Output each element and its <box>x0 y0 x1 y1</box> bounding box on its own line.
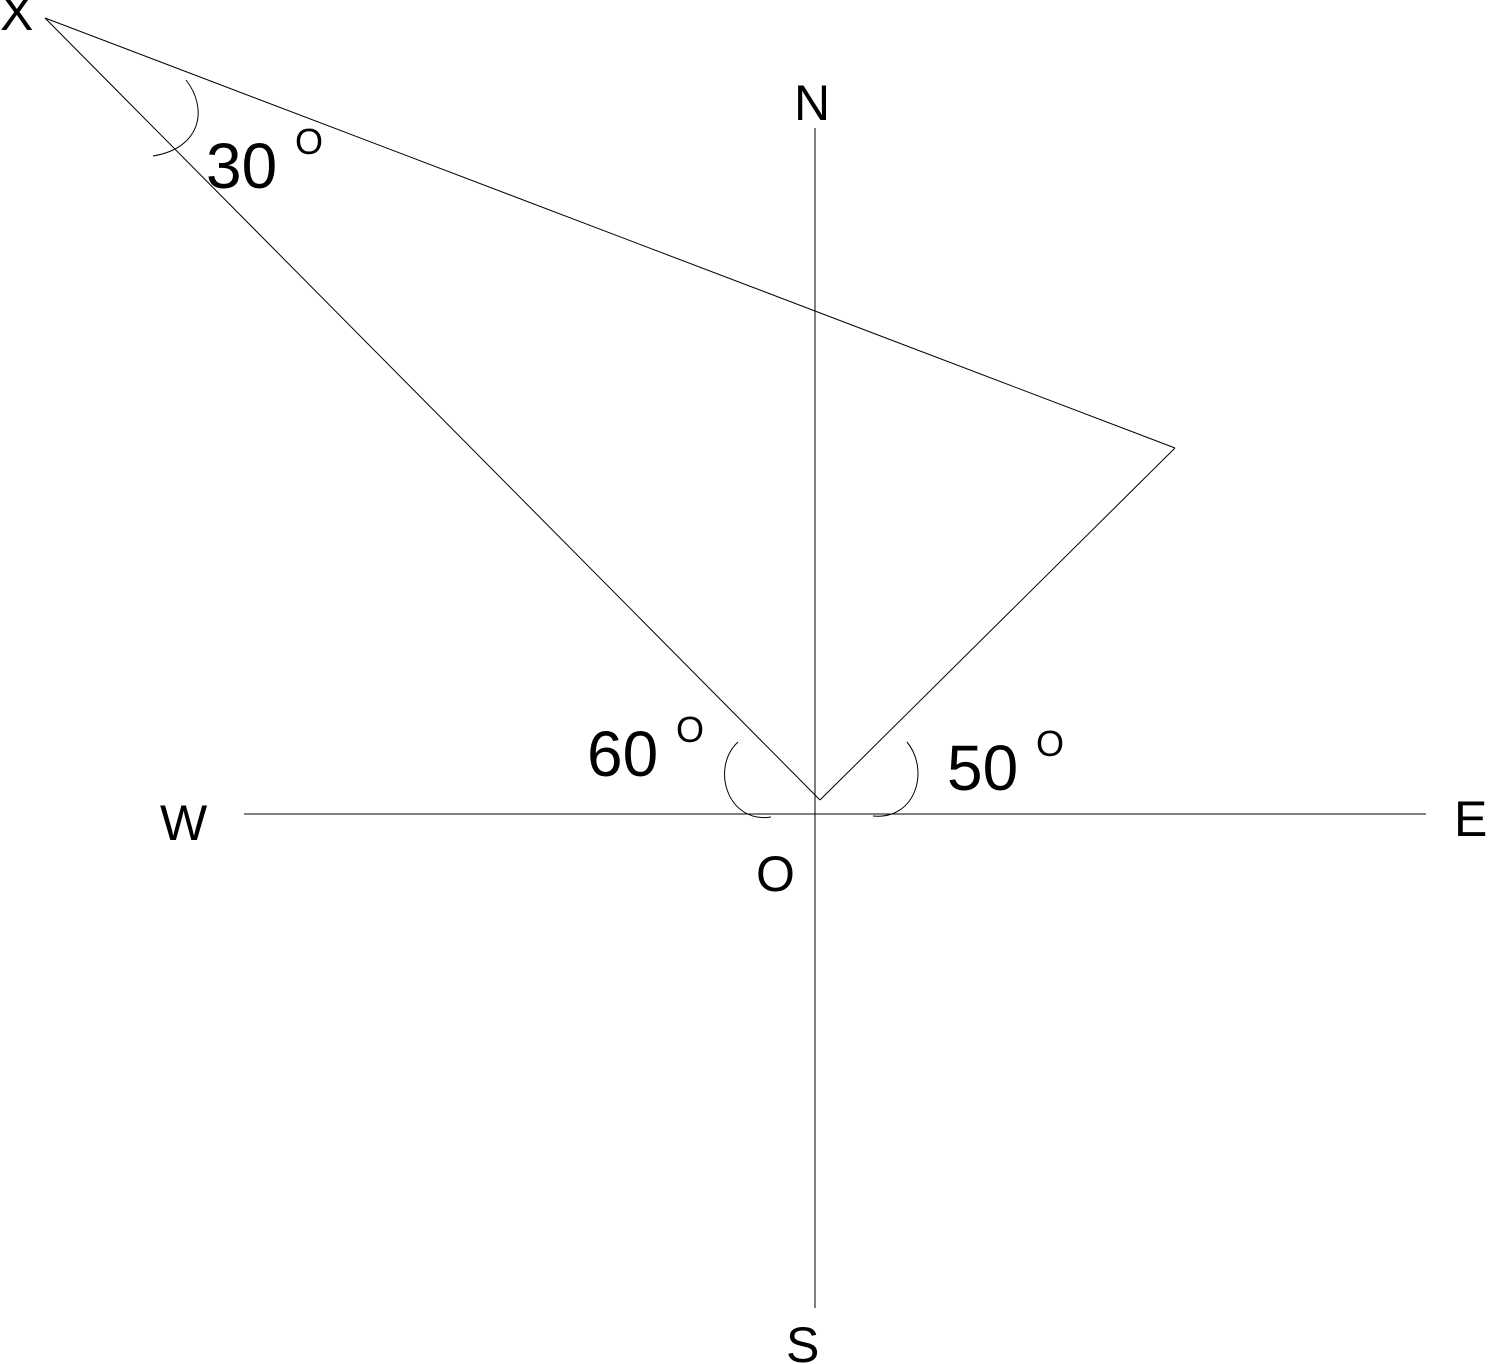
angle-at-x-label: 30 O <box>206 121 323 202</box>
point-x-label: X <box>0 0 33 41</box>
line-third-point-to-origin <box>819 447 1176 801</box>
angle-at-x-degree: O <box>295 121 323 162</box>
origin-label: O <box>756 846 795 902</box>
angle-at-x-value: 30 <box>206 130 277 202</box>
angle-west-degree: O <box>676 709 704 750</box>
angle-west-value: 60 <box>587 718 658 790</box>
angle-arc-east <box>872 741 919 817</box>
north-label: N <box>794 75 830 131</box>
angle-arc-west <box>724 741 772 818</box>
angle-east-degree: O <box>1036 723 1064 764</box>
angle-west-label: 60 O <box>587 709 704 790</box>
angle-east-value: 50 <box>947 732 1018 804</box>
angle-arc-at-x <box>152 79 199 157</box>
angle-east-label: 50 O <box>947 723 1064 804</box>
west-label: W <box>160 795 208 851</box>
east-label: E <box>1454 791 1487 847</box>
line-origin-to-x <box>44 17 821 801</box>
south-label: S <box>786 1317 819 1364</box>
line-x-to-third-point <box>44 17 1176 449</box>
